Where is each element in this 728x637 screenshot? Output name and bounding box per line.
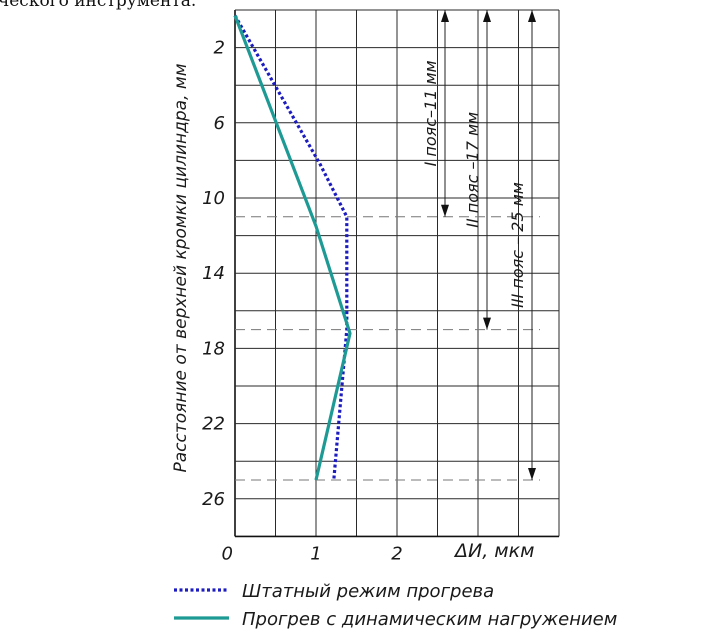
dimension-arrowhead	[441, 204, 449, 217]
legend-label-dynamic-loading: Прогрев с динамическим нагружением	[242, 609, 617, 630]
y-tick-label: 10	[202, 188, 225, 209]
dimension-arrowhead	[528, 468, 536, 480]
series-line-standard-heating	[233, 14, 349, 481]
zone-annotations: I пояс–11 мм II пояс –17 мм III пояс – 25 …	[421, 10, 536, 480]
y-tick-label: 26	[202, 489, 225, 510]
zone-label: I пояс–11 мм	[421, 60, 440, 166]
y-tick-label: 18	[202, 338, 225, 359]
data-series	[233, 14, 352, 481]
y-tick-label: 14	[202, 263, 225, 284]
x-tick-label: 0	[222, 543, 233, 564]
chart-grid	[234, 9, 560, 538]
dimension-arrowhead	[483, 317, 491, 330]
dimension-arrowhead	[441, 10, 449, 22]
caption-fragment: ческого инструмента.	[0, 0, 196, 11]
x-axis-title: ΔИ, мкм	[453, 540, 534, 562]
legend-label-standard-heating: Штатный режим прогрева	[242, 581, 494, 602]
legend: Штатный режим прогрева Прогрев с динамич…	[174, 581, 617, 630]
x-tick-label: 2	[391, 543, 402, 564]
dimension-arrowhead	[528, 10, 536, 22]
y-tick-label: 6	[214, 113, 225, 134]
y-tick-label: 22	[202, 414, 225, 435]
zone-boundary-lines	[235, 216, 540, 481]
zone-label: III пояс – 25 мм	[508, 182, 527, 308]
y-axis-title: Расстояние от верхней кромки цилиндра, м…	[171, 63, 191, 472]
x-tick-labels: 0 1 2	[222, 543, 403, 564]
zone-label: II пояс –17 мм	[463, 112, 482, 228]
y-tick-label: 2	[214, 38, 225, 59]
series-line-dynamic-loading	[233, 15, 352, 481]
x-tick-label: 1	[310, 543, 321, 564]
dimension-arrowhead	[483, 10, 491, 22]
